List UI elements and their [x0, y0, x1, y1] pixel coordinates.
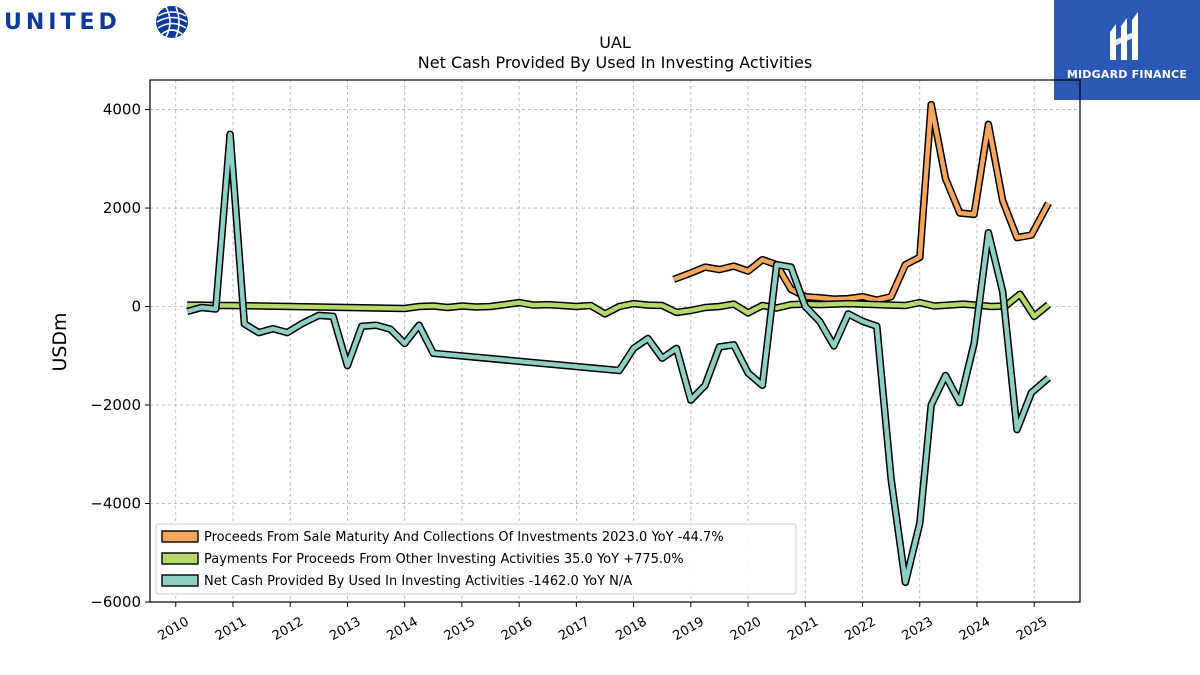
- legend-swatch: [161, 552, 199, 565]
- x-tick-label: 2024: [957, 614, 993, 644]
- x-tick-label: 2019: [671, 614, 707, 644]
- midgard-finance-logo: MIDGARD FINANCE: [1054, 0, 1200, 100]
- y-tick-label: 2000: [103, 199, 141, 217]
- y-tick-label: 4000: [103, 101, 141, 119]
- united-logo-text: UNITED: [4, 10, 121, 35]
- midgard-finance-text: MIDGARD FINANCE: [1066, 68, 1188, 81]
- united-logo: UNITED: [4, 4, 194, 40]
- x-tick-label: 2021: [785, 614, 821, 644]
- x-tick-label: 2017: [556, 614, 592, 644]
- y-axis-label: USDm: [49, 312, 71, 371]
- legend-label: Payments For Proceeds From Other Investi…: [204, 552, 684, 567]
- plot-frame: [149, 79, 1081, 603]
- x-tick-label: 2025: [1014, 614, 1050, 644]
- y-tick-label: −2000: [90, 396, 141, 414]
- x-tick-label: 2011: [213, 614, 249, 644]
- x-tick-label: 2022: [842, 614, 878, 644]
- x-tick-label: 2023: [900, 614, 936, 644]
- x-tick-label: 2010: [156, 614, 192, 644]
- legend-swatch: [161, 574, 199, 587]
- y-tick-label: 0: [131, 298, 141, 316]
- x-tick-label: 2013: [327, 614, 363, 644]
- midgard-mark-icon: [1110, 12, 1138, 60]
- x-tick-label: 2018: [613, 614, 649, 644]
- legend-swatch: [161, 530, 199, 543]
- series-line-0: [672, 102, 1051, 303]
- globe-icon: [154, 4, 190, 40]
- legend-label: Proceeds From Sale Maturity And Collecti…: [204, 530, 724, 545]
- y-tick-label: −4000: [90, 495, 141, 513]
- x-tick-label: 2020: [728, 614, 764, 644]
- series-line-1: [187, 291, 1050, 319]
- x-tick-label: 2014: [385, 614, 421, 644]
- y-tick-label: −6000: [90, 593, 141, 611]
- x-tick-label: 2016: [499, 614, 535, 644]
- x-axis: 2010 2011 2012 2013 2014 2015 2016 2017 2018 2019…: [156, 602, 1050, 644]
- series-layer: [186, 100, 1052, 587]
- y-axis: 4000 2000 0 −2000 −4000 −6000: [90, 101, 150, 611]
- legend: Proceeds From Sale Maturity And Collecti…: [155, 523, 797, 595]
- x-tick-label: 2015: [442, 614, 478, 644]
- legend-label: Net Cash Provided By Used In Investing A…: [204, 574, 632, 589]
- legend-box: [155, 523, 797, 595]
- series-line-2: [186, 131, 1050, 585]
- chart-subtitle: Net Cash Provided By Used In Investing A…: [418, 53, 812, 72]
- chart-title: UAL: [599, 33, 631, 52]
- x-tick-label: 2012: [270, 614, 306, 644]
